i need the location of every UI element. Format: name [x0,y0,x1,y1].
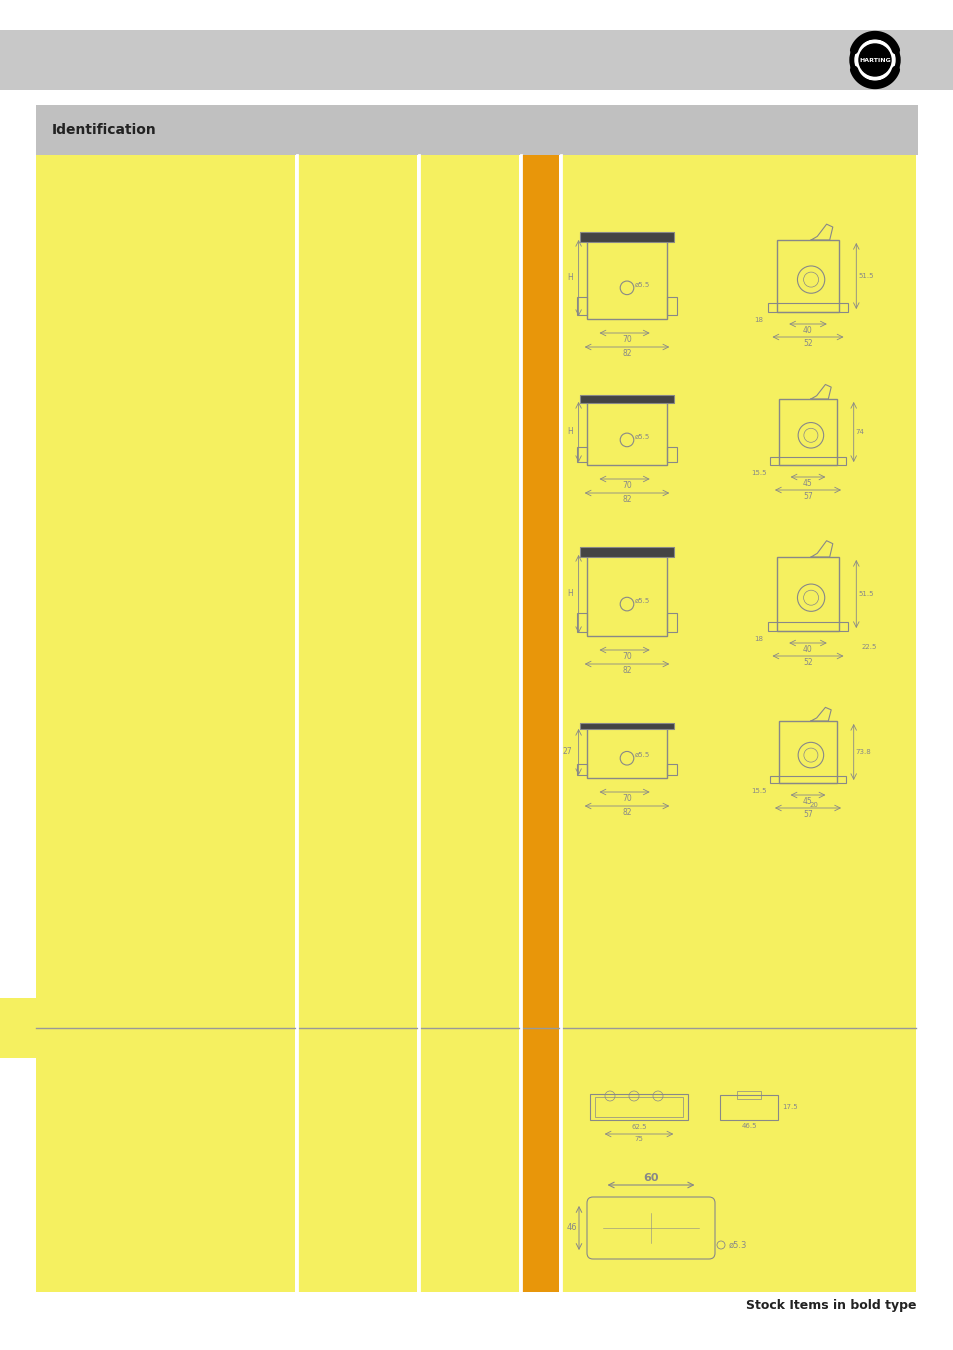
Bar [589,1094,687,1120]
Bar [576,297,586,315]
Bar [579,232,674,242]
Bar [769,458,844,464]
Text: 73.8: 73.8 [855,749,870,755]
Bar [586,726,666,778]
Text: 51.5: 51.5 [858,591,873,597]
Bar [586,552,666,636]
Text: ø5.5: ø5.5 [635,752,650,757]
Text: 70: 70 [621,652,631,662]
Text: 18: 18 [754,636,763,643]
Bar [520,155,558,1027]
Bar [767,304,847,312]
Text: H: H [566,274,572,282]
Text: HARTING: HARTING [859,58,890,62]
Bar [576,447,586,462]
Text: 45: 45 [802,479,812,487]
Text: 40: 40 [802,325,812,335]
Text: 52: 52 [802,339,812,348]
Bar [769,775,844,783]
Bar [36,1027,294,1292]
Bar [666,447,677,462]
Bar [36,105,917,155]
Bar [579,722,674,729]
Text: 46: 46 [566,1223,577,1233]
Text: H: H [566,590,572,598]
Text: 82: 82 [621,666,631,675]
Text: ø5.3: ø5.3 [728,1241,746,1250]
Text: 74: 74 [855,429,863,435]
Text: 57: 57 [802,491,812,501]
Text: H: H [566,428,572,436]
Text: 52: 52 [802,657,812,667]
Bar [560,1027,915,1292]
Text: 46.5: 46.5 [740,1123,756,1130]
Bar [666,764,677,775]
Circle shape [854,40,894,80]
Circle shape [858,45,890,76]
Bar [418,155,518,1027]
Text: 18: 18 [754,317,763,323]
Text: 60: 60 [642,1173,659,1183]
Bar [0,30,953,90]
Bar [296,1027,416,1292]
Bar [579,547,674,558]
Text: ø5.5: ø5.5 [635,598,650,603]
Bar [418,1027,518,1292]
Text: 57: 57 [802,810,812,819]
Text: 45: 45 [802,796,812,806]
Circle shape [849,35,899,85]
Bar [36,155,294,1027]
Text: 70: 70 [621,335,631,344]
Bar [779,721,836,783]
Text: 17.5: 17.5 [781,1104,797,1110]
Bar [779,400,836,464]
Text: Stock Items in bold type: Stock Items in bold type [745,1299,916,1312]
Bar [576,613,586,632]
Bar [576,764,586,775]
Text: 40: 40 [802,645,812,653]
Bar [776,240,838,312]
Text: Identification: Identification [52,123,156,136]
Bar [666,613,677,632]
Bar [666,297,677,315]
Bar [586,238,666,319]
Text: 82: 82 [621,495,631,504]
Text: 82: 82 [621,350,631,358]
Bar [720,1095,778,1119]
Text: 75: 75 [634,1135,642,1142]
Text: 20: 20 [809,802,818,809]
Bar [520,1027,558,1292]
Text: 27: 27 [562,748,572,756]
Bar [296,155,416,1027]
Text: 62.5: 62.5 [631,1125,646,1130]
Bar [0,998,36,1058]
Text: 15.5: 15.5 [750,470,765,477]
Bar [737,1091,760,1099]
Text: 70: 70 [621,481,631,490]
Bar [776,558,838,630]
Text: 82: 82 [621,809,631,817]
Text: ø5.5: ø5.5 [635,433,650,440]
Text: ø5.5: ø5.5 [635,281,650,288]
Bar [595,1098,682,1116]
Text: 22.5: 22.5 [862,644,877,649]
Text: 70: 70 [621,794,631,803]
Bar [579,396,674,402]
Bar [767,622,847,630]
Bar [586,400,666,464]
Text: 15.5: 15.5 [750,788,765,794]
Bar [560,155,915,1027]
Text: 51.5: 51.5 [858,273,873,279]
